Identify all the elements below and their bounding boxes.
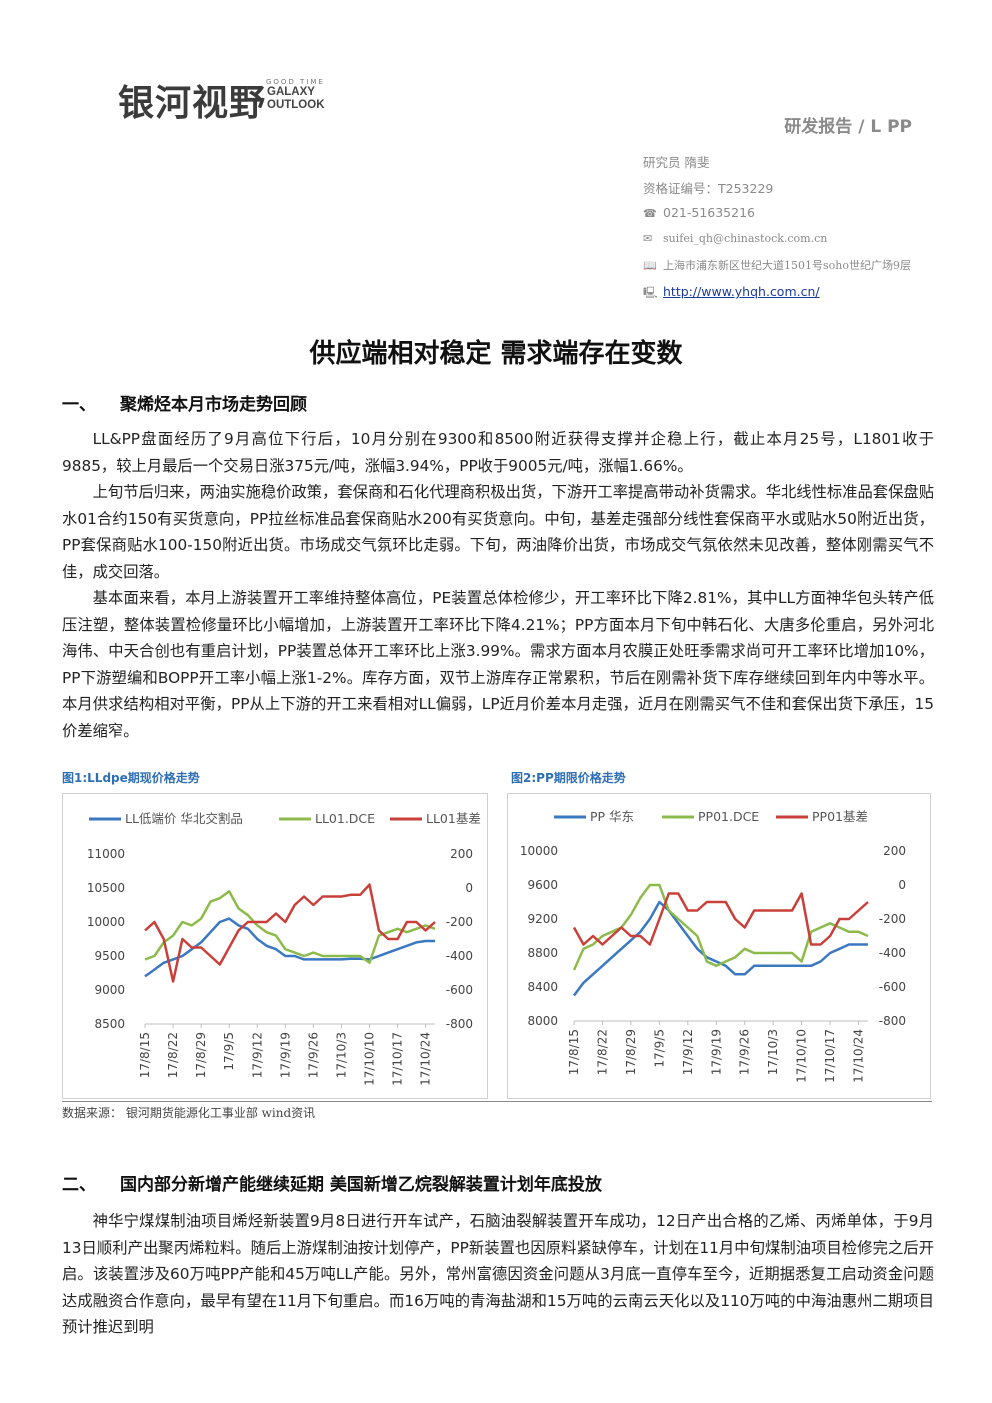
chart1-xtick-label: 17/8/29	[194, 1032, 208, 1078]
chart1-ytick-right: 0	[465, 881, 473, 895]
data-source: 数据来源： 银河期货能源化工事业部 wind资讯	[62, 1106, 316, 1120]
chart2-xtick-label: 17/8/22	[595, 1029, 609, 1075]
chart2-xtick-label: 17/9/12	[681, 1029, 695, 1075]
chart2-series-line-2	[572, 883, 869, 971]
section1-paragraph-2: 上旬节后归来，两油实施稳价政策，套保商和石化代理商积极出货，下游开工率提高带动补…	[62, 483, 934, 581]
website-link[interactable]: http://www.yhqh.com.cn/	[663, 284, 820, 299]
logo-english: GALAXY OUTLOOK	[267, 86, 325, 111]
phone-line: ☎ 021-51635216	[643, 205, 755, 220]
chart2-legend-label-3: PP01基差	[812, 809, 868, 824]
chart1-xtick-label: 17/8/22	[166, 1032, 180, 1078]
chart1-ytick-right: 200	[450, 847, 473, 861]
chart1-ytick-left: 10000	[87, 915, 125, 929]
researcher: 研究员 隋斐	[643, 155, 710, 170]
chart1-legend-label-1: LL低端价 华北交割品	[125, 811, 243, 826]
figure1-caption: 图1:LLdpe期现价格走势	[62, 771, 200, 785]
chart2-legend-label-2: PP01.DCE	[698, 809, 759, 824]
chart1-xtick-label: 17/10/3	[334, 1032, 348, 1078]
chart2-xtick-label: 17/10/24	[852, 1029, 866, 1083]
figure2-caption: 图2:PP期限价格走势	[511, 771, 626, 785]
computer-icon: 🖳	[643, 286, 658, 299]
chart2-xtick-label: 17/10/3	[766, 1029, 780, 1075]
chart1-legend-label-2: LL01.DCE	[315, 811, 375, 826]
chart1-ytick-left: 8500	[94, 1017, 125, 1031]
chart2-ytick-left: 8000	[527, 1014, 558, 1028]
license-number: 资格证编号：T253229	[643, 181, 774, 196]
chart1-xtick-label: 17/8/15	[138, 1032, 152, 1078]
chart2-series-line-3	[572, 892, 869, 946]
chart1-ytick-right: -400	[446, 949, 473, 963]
chart1-ytick-left: 11000	[87, 847, 125, 861]
website-line: 🖳 http://www.yhqh.com.cn/	[643, 284, 820, 303]
book-icon: 📖	[643, 259, 657, 272]
phone-icon: ☎	[643, 207, 657, 220]
chart2-ytick-right: 0	[898, 878, 906, 892]
chart2-legend-label-1: PP 华东	[590, 809, 634, 824]
logo-text: 银河视野	[118, 83, 267, 124]
chart2-ytick-right: -400	[879, 946, 906, 960]
divider	[62, 1101, 932, 1102]
chart1-ytick-right: -200	[446, 915, 473, 929]
chart-pp: 8000 8400 8800 9200 9600 10000 -800 -600 -400 -20…	[507, 793, 931, 1099]
chart1-xtick-label: 17/10/17	[391, 1032, 405, 1086]
chart1-series-line-1	[144, 917, 435, 978]
chart2-xtick-label: 17/10/17	[823, 1029, 837, 1083]
chart2-ytick-right: 200	[883, 844, 906, 858]
chart1-xtick-label: 17/10/24	[419, 1032, 433, 1086]
chart1-legend-label-3: LL01基差	[426, 811, 481, 826]
chart2-ytick-left: 10000	[520, 844, 558, 858]
chart1-ytick-left: 9500	[94, 949, 125, 963]
mail-icon: ✉	[643, 232, 653, 245]
chart2-ytick-right: -800	[879, 1014, 906, 1028]
chart1-series-line-2	[144, 890, 436, 965]
chart2-ytick-left: 9200	[527, 912, 558, 926]
email-line: ✉ suifei_qh@chinastock.com.cn	[643, 232, 828, 245]
chart2-ytick-right: -600	[879, 980, 906, 994]
chart2-xtick-label: 17/9/5	[652, 1029, 666, 1068]
chart2-xtick-label: 17/8/15	[567, 1029, 581, 1075]
section1-heading: 一、 聚烯烃本月市场走势回顾	[62, 395, 307, 415]
chart-lldpe-svg: 8500 9000 9500 10000 10500 11000 -800 -600 -400 -…	[87, 811, 481, 1086]
chart2-ytick-right: -200	[879, 912, 906, 926]
logo-subtext: GOOD TIME	[266, 78, 325, 86]
chart-lldpe: 8500 9000 9500 10000 10500 11000 -800 -600 -400 -…	[62, 793, 488, 1099]
chart1-ytick-right: -800	[446, 1017, 473, 1031]
chart1-xtick-label: 17/10/10	[363, 1032, 377, 1086]
page-title: 供应端相对稳定 需求端存在变数	[309, 339, 683, 369]
chart-pp-svg: 8000 8400 8800 9200 9600 10000 -800 -600 -400 -20…	[520, 809, 906, 1083]
chart1-xtick-label: 17/9/12	[250, 1032, 264, 1078]
chart2-xtick-label: 17/9/19	[709, 1029, 723, 1075]
chart1-ytick-right: -600	[446, 983, 473, 997]
chart2-ytick-left: 8800	[527, 946, 558, 960]
chart2-series-line-1	[572, 900, 868, 997]
chart1-xtick-label: 17/9/26	[306, 1032, 320, 1078]
chart2-ytick-left: 9600	[527, 878, 558, 892]
report-type: 研发报告 / L PP	[784, 117, 912, 137]
chart2-ytick-left: 8400	[527, 980, 558, 994]
chart1-xtick-label: 17/9/19	[278, 1032, 292, 1078]
chart1-ytick-left: 10500	[87, 881, 125, 895]
section1-paragraph-3: 基本面来看，本月上游装置开工率维持整体高位，PE装置总体检修少，开工率环比下降2…	[62, 589, 934, 740]
section2-paragraph-1: 神华宁煤煤制油项目烯烃新装置9月8日进行开车试产，石脑油裂解装置开车成功，12日…	[62, 1212, 934, 1336]
chart1-series-line-3	[144, 883, 436, 983]
chart2-xtick-label: 17/8/29	[624, 1029, 638, 1075]
chart2-xtick-label: 17/9/26	[738, 1029, 752, 1075]
section1-paragraph-1: LL&PP盘面经历了9月高位下行后，10月分别在9300和8500附近获得支撑并…	[62, 430, 934, 475]
address-line: 📖 上海市浦东新区世纪大道1501号soho世纪广场9层	[643, 259, 911, 272]
chart1-xtick-label: 17/9/5	[222, 1032, 236, 1071]
chart1-ytick-left: 9000	[94, 983, 125, 997]
section2-heading: 二、 国内部分新增产能继续延期 美国新增乙烷裂解装置计划年底投放	[62, 1175, 602, 1195]
chart2-xtick-label: 17/10/10	[795, 1029, 809, 1083]
